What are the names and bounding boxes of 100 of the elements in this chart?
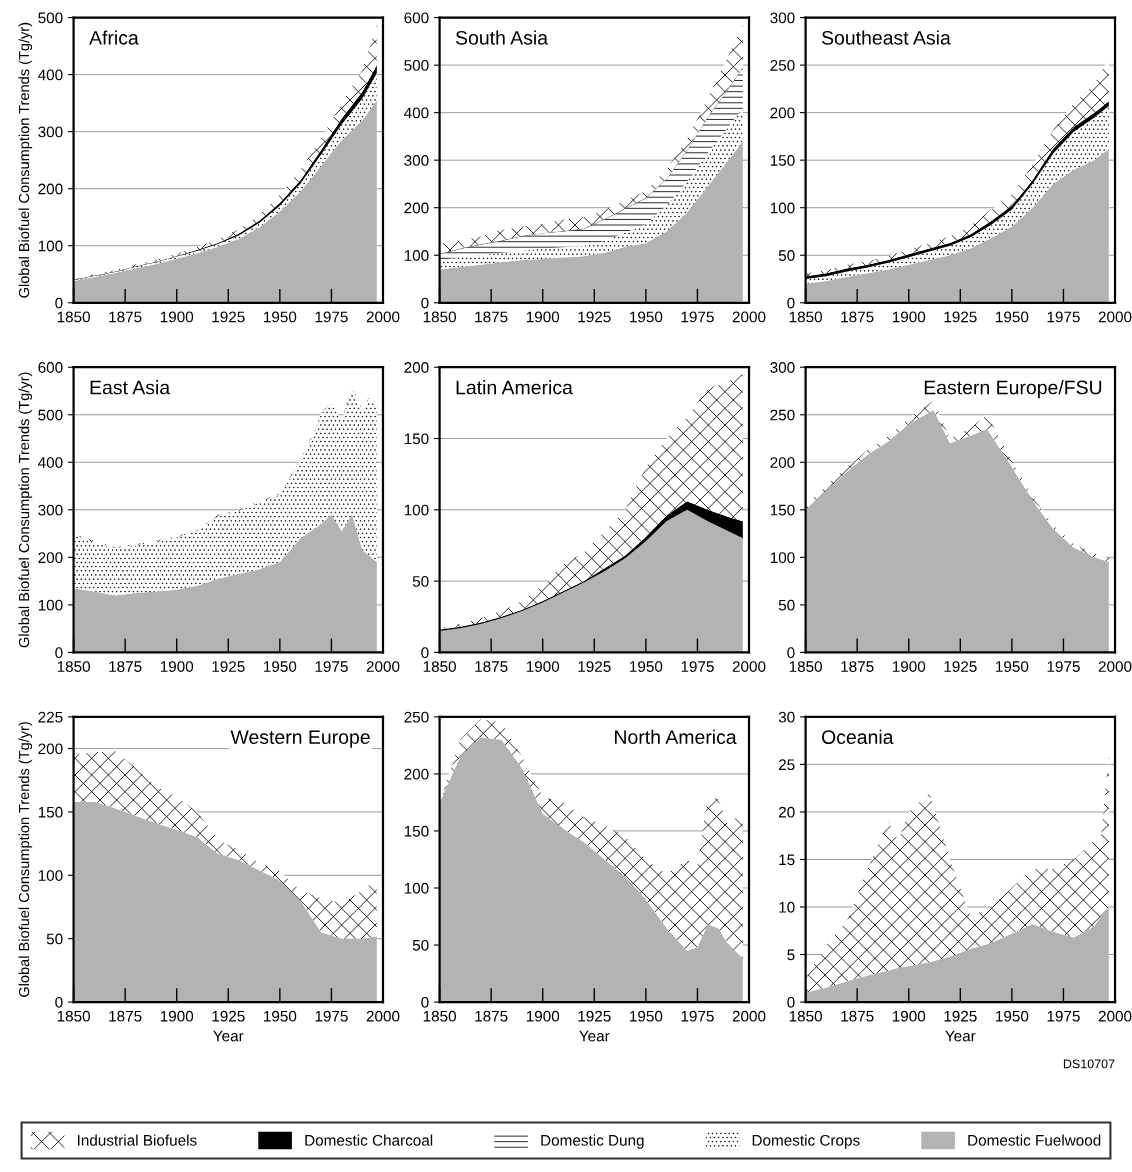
y-tick-label: 100 xyxy=(38,240,63,252)
x-tick-label: 1925 xyxy=(944,661,977,672)
y-tick-label: 200 xyxy=(38,743,63,755)
y-tick-label: 50 xyxy=(412,939,429,951)
x-tick-label: 2000 xyxy=(366,661,400,672)
text: North America xyxy=(615,729,737,744)
y-tick-label: 600 xyxy=(38,362,63,373)
text: Africa xyxy=(89,30,139,45)
x-tick-label: 1850 xyxy=(789,1010,822,1022)
y-tick-label: 200 xyxy=(770,457,795,468)
x-tick-label: 1975 xyxy=(681,1010,714,1022)
y-tick-label: 300 xyxy=(770,12,795,24)
y-tick-label: 0 xyxy=(787,647,795,659)
x-tick-label: 1975 xyxy=(315,1010,348,1022)
text: East Asia xyxy=(90,380,171,395)
y-tick-label: 500 xyxy=(38,12,63,24)
x-tick-label: 1950 xyxy=(996,311,1029,323)
y-tick-label: 30 xyxy=(778,711,795,723)
y-tick-label: 50 xyxy=(412,575,429,587)
x-tick-label: 1850 xyxy=(57,311,90,323)
x-tick-label: 1950 xyxy=(630,311,663,323)
y-tick-label: 200 xyxy=(404,768,429,780)
y-tick-label: 5 xyxy=(787,949,795,961)
x-tick-label: 2000 xyxy=(732,311,766,323)
legend-label: Domestic Fuelwood xyxy=(968,1134,1101,1146)
x-tick-label: 1975 xyxy=(1047,311,1080,323)
x-tick-label: 1900 xyxy=(160,661,194,672)
x-tick-label: 1925 xyxy=(578,1010,611,1022)
text: DS10707 xyxy=(1063,1059,1115,1069)
x-tick-label: 1975 xyxy=(1047,1010,1080,1022)
x-tick-label: 2000 xyxy=(732,1010,766,1022)
x-tick-label: 2000 xyxy=(732,661,766,672)
x-tick-label: 1850 xyxy=(789,311,822,323)
y-tick-label: 0 xyxy=(787,996,795,1008)
x-tick-label: 1900 xyxy=(526,1010,560,1022)
x-tick-label: 1925 xyxy=(212,1010,245,1022)
x-tick-label: 1950 xyxy=(264,1010,297,1022)
x-tick-label: 1975 xyxy=(315,661,348,672)
y-tick-label: 200 xyxy=(404,202,429,214)
y-tick-label: 0 xyxy=(55,996,63,1008)
x-tick-label: 1925 xyxy=(212,661,245,672)
y-tick-label: 225 xyxy=(38,711,63,723)
x-tick-label: 1875 xyxy=(841,661,874,672)
x-tick-label: 1950 xyxy=(630,661,663,672)
y-tick-label: 100 xyxy=(404,250,429,261)
y-tick-label: 0 xyxy=(55,297,63,309)
x-tick-label: 1950 xyxy=(264,661,297,672)
x-tick-label: 1925 xyxy=(944,1010,977,1022)
x-tick-label: 1975 xyxy=(681,311,714,323)
x-tick-label: 1850 xyxy=(423,661,456,672)
y-tick-label: 500 xyxy=(404,59,429,71)
x-tick-label: 2000 xyxy=(366,311,400,323)
text: Latin America xyxy=(456,380,573,395)
y-tick-label: 0 xyxy=(787,297,795,309)
x-tick-label: 1950 xyxy=(630,1010,663,1022)
y-tick-label: 15 xyxy=(779,854,795,866)
y-axis-title: Global Biofuel Consumption Trends (Tg/yr) xyxy=(18,22,33,298)
legend-label: Domestic Charcoal xyxy=(305,1134,433,1146)
y-tick-label: 20 xyxy=(778,806,795,818)
y-tick-label: 250 xyxy=(770,409,795,421)
x-tick-label: 1875 xyxy=(841,311,874,323)
y-tick-label: 0 xyxy=(421,297,429,309)
text: Oceania xyxy=(822,729,894,744)
y-tick-label: 150 xyxy=(770,155,795,166)
y-tick-label: 150 xyxy=(404,825,429,837)
x-tick-label: 1975 xyxy=(681,661,714,672)
x-tick-label: 1850 xyxy=(789,661,822,672)
y-tick-label: 250 xyxy=(770,59,795,71)
x-tick-label: 1900 xyxy=(892,311,926,323)
x-tick-label: 1875 xyxy=(475,311,508,323)
x-axis-title: Year xyxy=(213,1030,244,1042)
y-tick-label: 200 xyxy=(770,107,795,119)
y-tick-label: 400 xyxy=(38,457,63,468)
y-tick-label: 300 xyxy=(770,362,795,373)
x-tick-label: 1900 xyxy=(526,661,560,672)
x-tick-label: 1975 xyxy=(315,311,348,323)
x-tick-label: 2000 xyxy=(1098,311,1132,323)
x-tick-label: 1875 xyxy=(109,311,142,323)
x-tick-label: 1900 xyxy=(526,311,560,323)
x-tick-label: 1925 xyxy=(578,661,611,672)
x-tick-label: 1875 xyxy=(109,1010,142,1022)
y-tick-label: 100 xyxy=(770,202,795,214)
y-tick-label: 250 xyxy=(404,711,429,723)
y-tick-label: 300 xyxy=(38,126,63,138)
y-tick-label: 0 xyxy=(55,647,63,659)
text: Western Europe xyxy=(230,730,370,748)
y-tick-label: 400 xyxy=(404,107,429,119)
y-tick-label: 25 xyxy=(778,759,795,771)
x-tick-label: 1900 xyxy=(160,311,194,323)
x-tick-label: 1950 xyxy=(264,311,297,323)
legend-label: Industrial Biofuels xyxy=(78,1134,197,1146)
x-tick-label: 1900 xyxy=(892,661,926,672)
y-tick-label: 100 xyxy=(38,599,63,611)
y-tick-label: 600 xyxy=(404,12,429,24)
y-tick-label: 400 xyxy=(38,69,63,81)
x-tick-label: 1925 xyxy=(944,311,977,323)
y-tick-label: 100 xyxy=(404,882,429,894)
x-tick-label: 1875 xyxy=(475,1010,508,1022)
y-tick-label: 300 xyxy=(38,504,63,516)
text: Southeast Asia xyxy=(821,30,951,45)
